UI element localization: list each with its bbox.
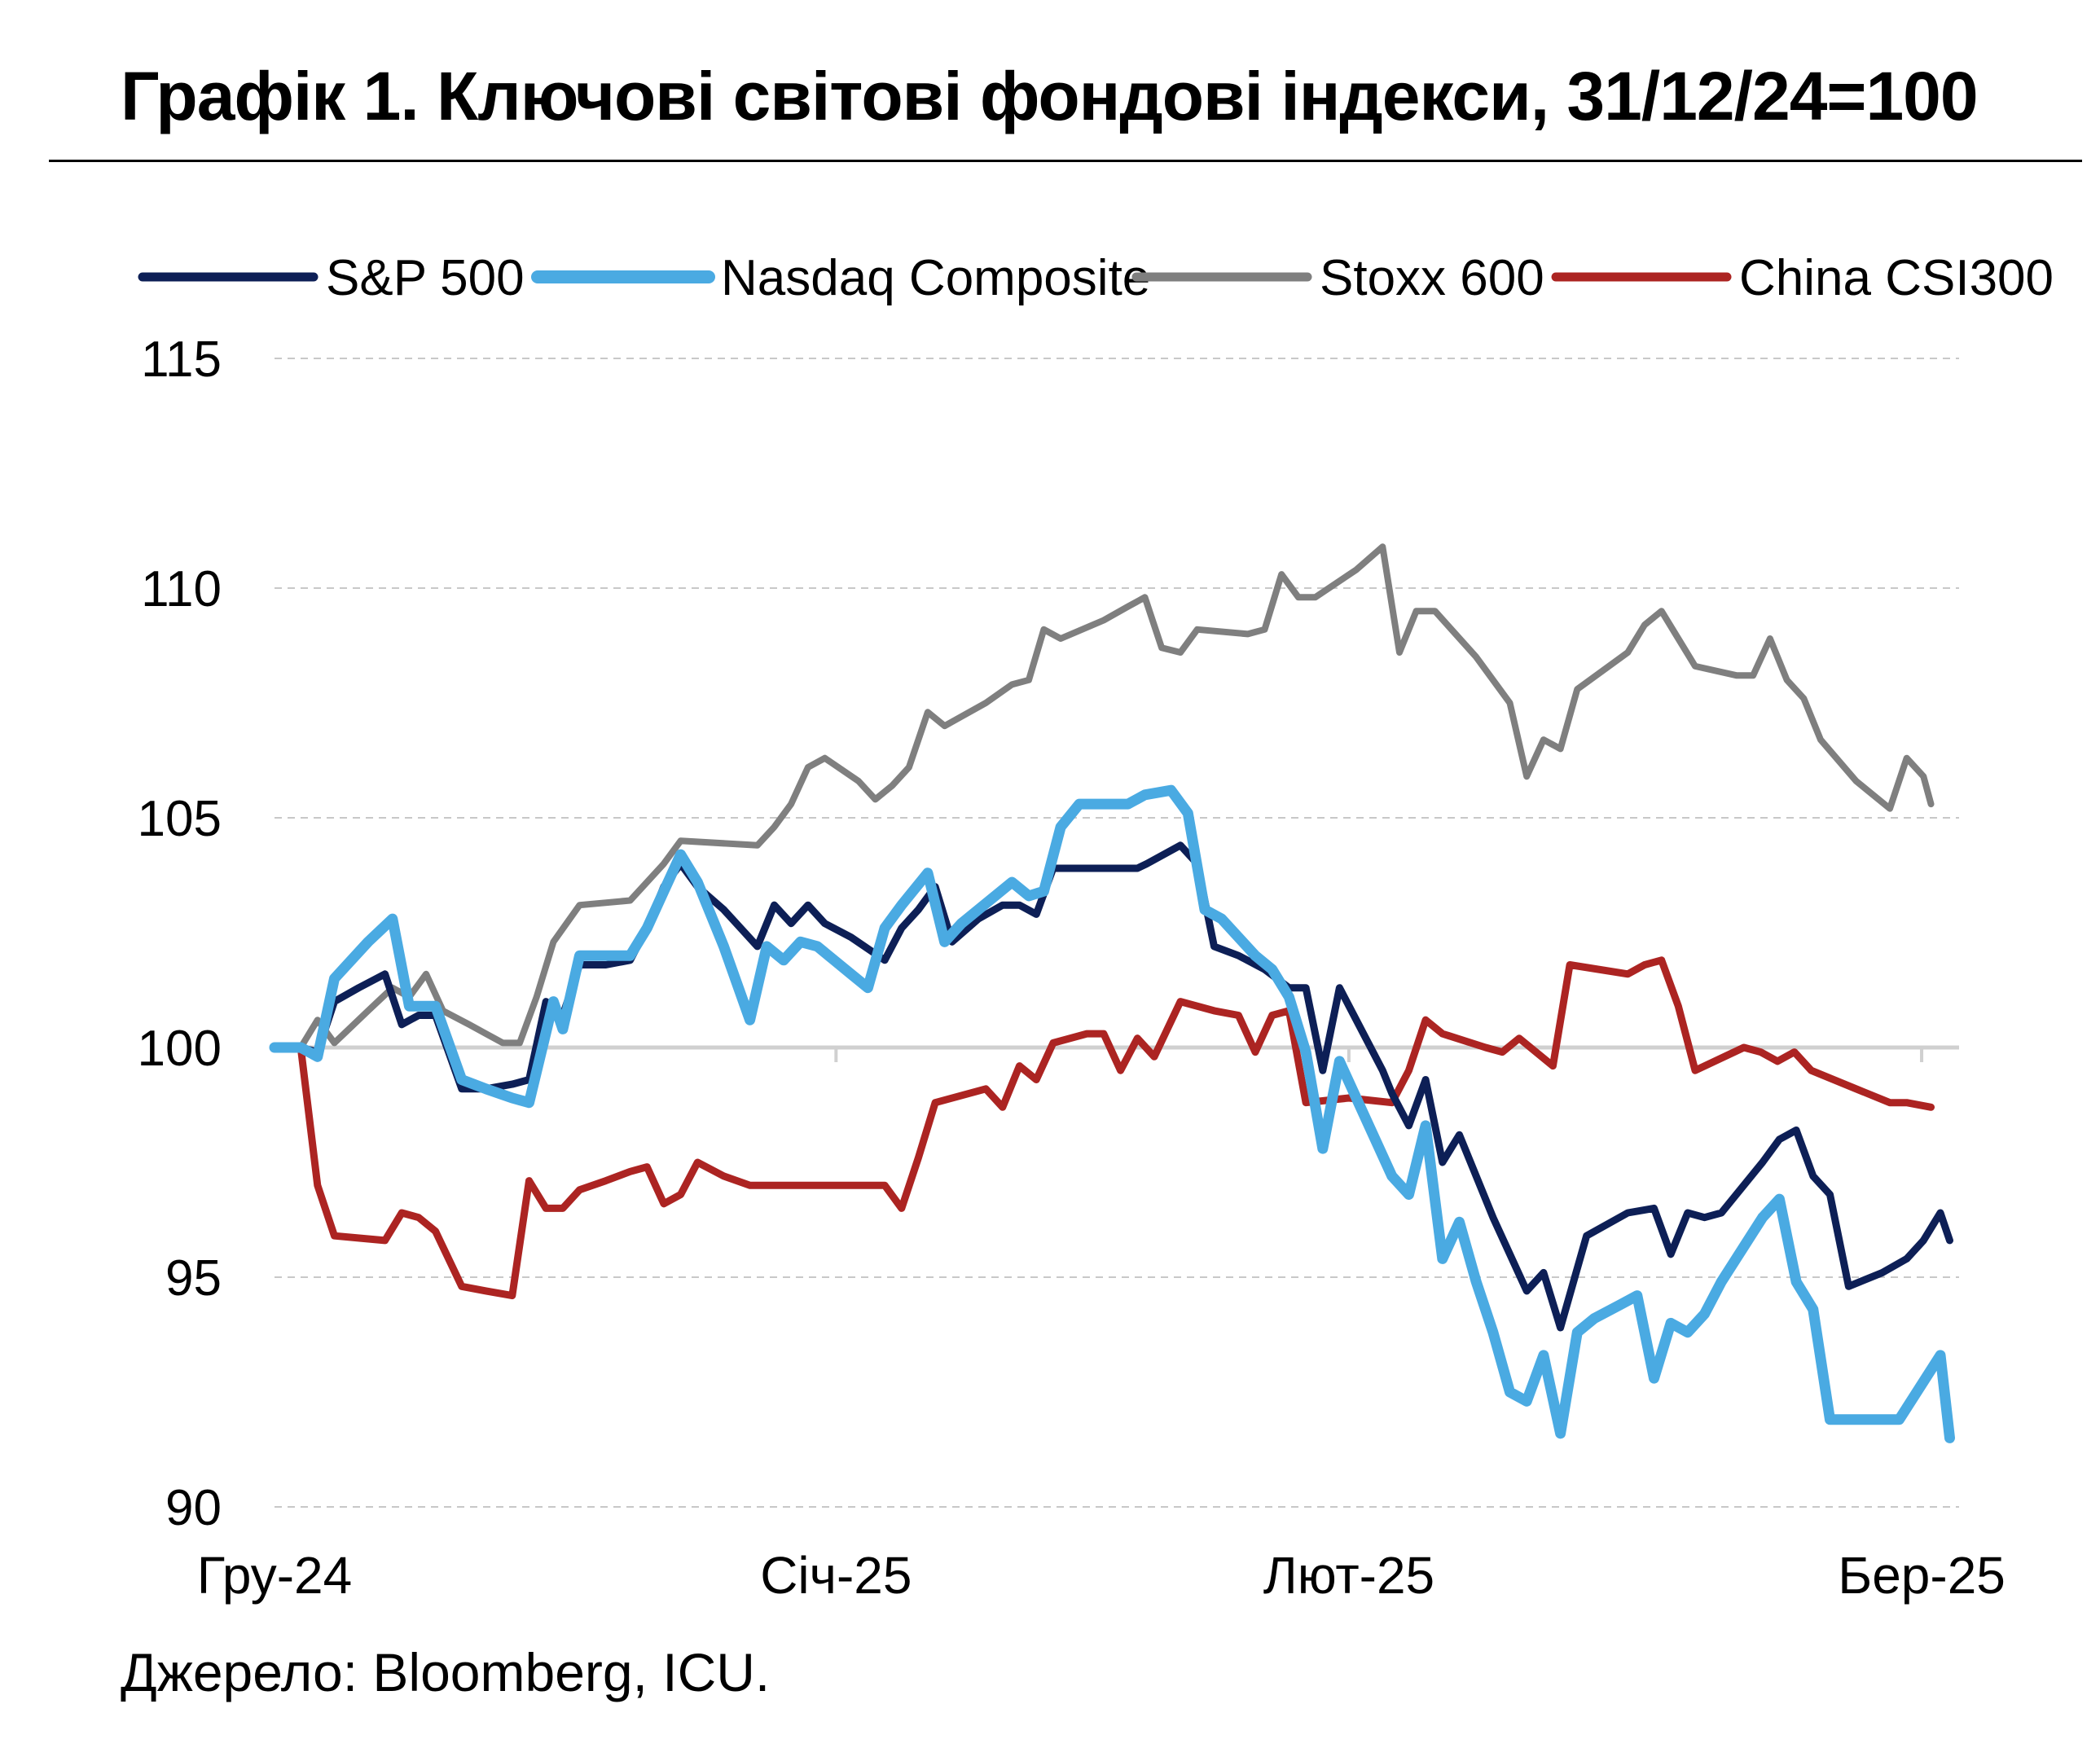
y-tick-label-115: 115	[141, 332, 222, 388]
x-axis: Гру-24 Січ-25 Лют-25 Бер-25	[197, 1047, 2006, 1605]
legend-label-s-p-500: S&P 500	[326, 250, 525, 306]
chart-title: Графік 1. Ключові світові фондові індекс…	[121, 58, 1979, 134]
series-line-nasdaq-composite	[269, 784, 1955, 1443]
y-tick-label-90: 90	[165, 1480, 222, 1536]
legend: S&P 500 Nasdaq Composite Stoxx 600 China CS…	[138, 250, 2054, 306]
gridlines	[275, 358, 1959, 1508]
legend-label-stoxx-600: Stoxx 600	[1320, 250, 1544, 306]
x-tick-label-0: Гру-24	[197, 1546, 352, 1605]
y-axis-ticks: 90 95 100 105 110 115	[138, 332, 222, 1536]
series-line-s-p-500	[270, 841, 1953, 1332]
y-tick-label-110: 110	[141, 561, 222, 617]
y-tick-label-95: 95	[165, 1250, 222, 1307]
y-tick-label-105: 105	[138, 791, 222, 847]
series-line-china-csi300	[270, 956, 1935, 1300]
x-tick-label-3: Бер-25	[1838, 1546, 2006, 1605]
legend-label-china-csi300: China CSI300	[1739, 250, 2054, 306]
x-tick-label-1: Січ-25	[760, 1546, 912, 1605]
series-line-stoxx-600	[271, 543, 1935, 1051]
y-tick-label-100: 100	[138, 1021, 222, 1077]
series-lines	[269, 543, 1955, 1443]
legend-label-nasdaq-composite: Nasdaq Composite	[721, 250, 1150, 306]
source-note: Джерело: Bloomberg, ICU.	[121, 1642, 771, 1702]
x-tick-label-2: Лют-25	[1263, 1546, 1434, 1605]
title-divider	[49, 160, 2082, 162]
